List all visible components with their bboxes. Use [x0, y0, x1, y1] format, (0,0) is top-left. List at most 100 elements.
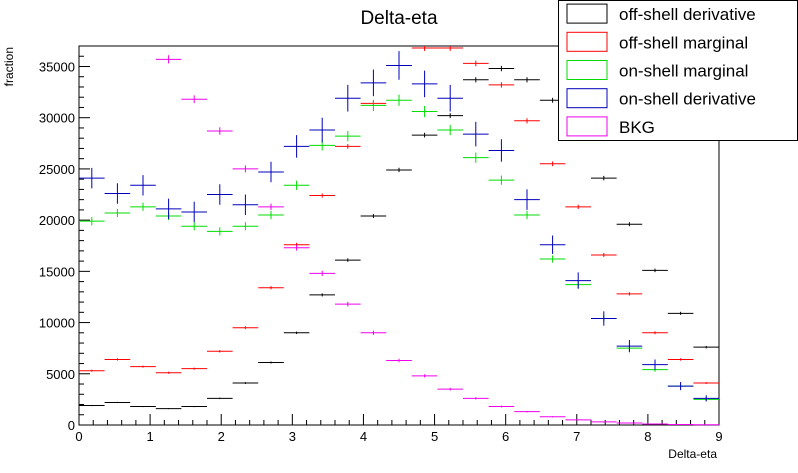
data-point [411, 132, 438, 138]
data-point [155, 198, 182, 220]
data-point [309, 293, 335, 297]
data-point [514, 410, 540, 413]
data-point [335, 301, 361, 307]
data-point [258, 361, 284, 364]
data-point [130, 405, 156, 408]
y-tick-label: 0 [68, 418, 75, 433]
data-point [591, 421, 617, 423]
data-point [207, 227, 233, 236]
data-point [642, 359, 668, 370]
y-tick-label: 25000 [39, 162, 75, 177]
data-point [565, 204, 591, 209]
data-point [591, 311, 617, 326]
data-point [693, 395, 719, 402]
data-point [463, 152, 489, 163]
data-point [130, 365, 156, 368]
data-point [258, 210, 284, 220]
x-tick-label: 4 [360, 429, 367, 444]
y-tick-label: 10000 [39, 316, 75, 331]
data-point [437, 124, 463, 136]
legend-label: off-shell derivative [619, 5, 756, 24]
plot-frame [78, 45, 720, 426]
legend: off-shell derivative off-shell marginal on… [558, 0, 798, 141]
x-tick-label: 7 [573, 429, 580, 444]
data-point [565, 419, 591, 421]
data-point [411, 374, 438, 378]
data-point [207, 127, 233, 135]
x-axis-label: Delta-eta [668, 447, 717, 461]
x-tick-label: 8 [644, 429, 651, 444]
legend-swatch [566, 116, 608, 137]
data-point [667, 358, 694, 361]
data-point [360, 69, 387, 97]
data-point [258, 161, 284, 183]
data-point [411, 105, 438, 118]
y-tick-label: 35000 [39, 59, 75, 74]
data-point [130, 175, 156, 196]
data-point [283, 135, 310, 158]
data-point [155, 371, 182, 374]
series-on-shell derivative [79, 51, 719, 402]
data-point [360, 99, 387, 112]
data-point [181, 405, 207, 408]
legend-swatch [566, 88, 608, 109]
data-point [130, 202, 156, 211]
data-point [514, 210, 540, 220]
data-point [437, 113, 463, 119]
data-point [463, 121, 489, 147]
data-point [232, 326, 259, 330]
data-point [104, 358, 131, 361]
legend-label: off-shell marginal [619, 33, 748, 52]
x-tick-label: 3 [289, 429, 296, 444]
data-point [539, 235, 566, 254]
data-point [232, 382, 259, 384]
data-point [539, 255, 566, 263]
data-point [335, 131, 361, 142]
data-point [437, 46, 463, 51]
data-point [258, 203, 284, 210]
data-point [181, 95, 207, 104]
data-point [386, 167, 412, 173]
data-point [667, 311, 694, 315]
data-point [667, 381, 694, 391]
data-point [79, 167, 105, 189]
data-point [514, 77, 540, 83]
data-point [309, 193, 335, 198]
data-point [463, 397, 489, 400]
data-point [514, 189, 540, 210]
data-point [591, 253, 617, 257]
data-point [488, 65, 515, 72]
data-point [155, 408, 182, 410]
data-point [386, 94, 412, 106]
data-point [155, 55, 182, 64]
legend-entry: on-shell marginal [566, 60, 748, 81]
chart-title: Delta-eta [360, 8, 438, 29]
data-point [565, 272, 591, 289]
data-point [258, 286, 284, 290]
x-tick-label: 5 [431, 429, 438, 444]
y-tick-label: 20000 [39, 213, 75, 228]
data-point [207, 397, 233, 400]
legend-entry: off-shell derivative [566, 3, 756, 24]
data-point [104, 183, 131, 204]
data-point [207, 350, 233, 353]
data-point [539, 416, 566, 418]
data-point [79, 369, 105, 372]
data-point [514, 118, 540, 124]
data-point [335, 144, 361, 149]
data-point [104, 401, 131, 404]
x-tick-label: 2 [218, 429, 225, 444]
data-point [488, 175, 515, 185]
data-point [488, 139, 515, 162]
data-point [79, 217, 105, 226]
data-point [616, 339, 643, 353]
legend-label: BKG [619, 118, 655, 137]
data-point [309, 117, 335, 143]
data-point [181, 367, 207, 370]
legend-label: on-shell derivative [619, 90, 756, 109]
data-point [181, 222, 207, 231]
data-point [309, 270, 335, 277]
data-point [335, 258, 361, 262]
legend-entry: off-shell marginal [566, 31, 748, 52]
